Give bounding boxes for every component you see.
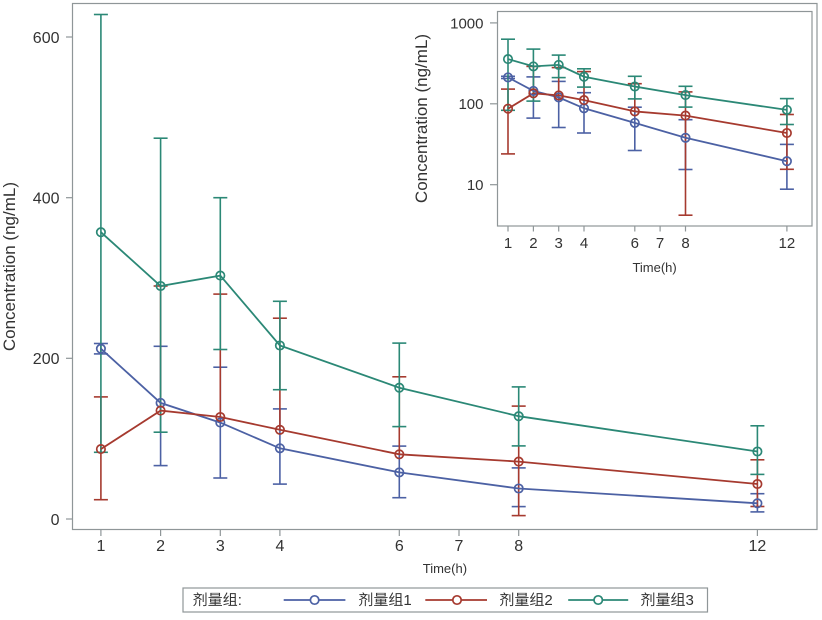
svg-text:8: 8 [514, 538, 523, 555]
svg-text:2: 2 [156, 538, 165, 555]
svg-text:Concentration (ng/mL): Concentration (ng/mL) [0, 182, 19, 351]
svg-text:6: 6 [395, 538, 404, 555]
svg-text:8: 8 [681, 235, 689, 252]
svg-text:10: 10 [467, 177, 484, 194]
svg-text:Concentration (ng/mL): Concentration (ng/mL) [412, 34, 431, 203]
svg-text:12: 12 [779, 235, 796, 252]
svg-text:Time(h): Time(h) [632, 260, 676, 275]
svg-text::: : [238, 592, 242, 609]
svg-text:12: 12 [749, 538, 767, 555]
svg-text:4: 4 [580, 235, 588, 252]
svg-text:2: 2 [544, 592, 552, 609]
svg-text:4: 4 [275, 538, 284, 555]
svg-text:3: 3 [555, 235, 563, 252]
svg-text:6: 6 [631, 235, 639, 252]
svg-text:100: 100 [458, 96, 483, 113]
svg-text:3: 3 [686, 592, 694, 609]
svg-text:Time(h): Time(h) [423, 561, 467, 576]
svg-text:2: 2 [529, 235, 537, 252]
svg-text:7: 7 [656, 235, 664, 252]
svg-text:1: 1 [96, 538, 105, 555]
svg-text:1: 1 [504, 235, 512, 252]
svg-text:200: 200 [33, 351, 60, 368]
svg-text:1000: 1000 [450, 15, 483, 32]
svg-text:600: 600 [33, 30, 60, 47]
svg-text:400: 400 [33, 191, 60, 208]
svg-text:1: 1 [403, 592, 411, 609]
svg-text:3: 3 [216, 538, 225, 555]
svg-text:0: 0 [51, 512, 60, 529]
svg-text:7: 7 [455, 538, 464, 555]
